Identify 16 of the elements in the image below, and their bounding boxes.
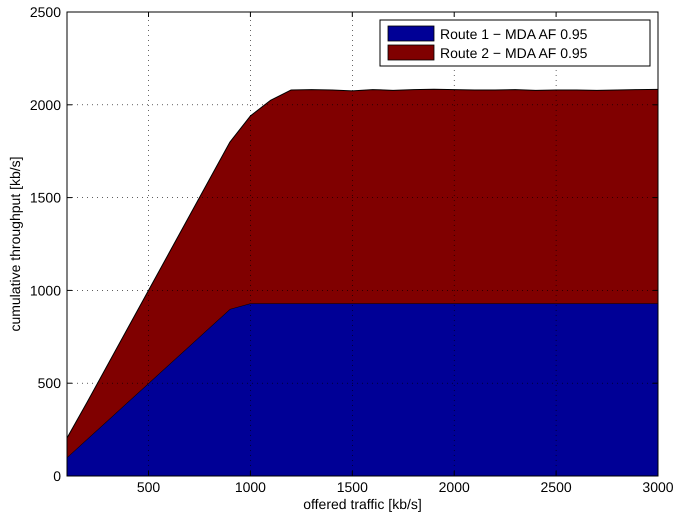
x-tick-label: 1500 <box>336 479 368 495</box>
y-tick-label: 0 <box>53 468 62 484</box>
x-tick-label: 3000 <box>642 479 674 495</box>
x-tick-label: 2500 <box>540 479 572 495</box>
y-tick-label: 500 <box>38 375 62 392</box>
x-axis-title: offered traffic [kb/s] <box>303 496 422 512</box>
legend-label: Route 1 − MDA AF 0.95 <box>440 26 588 42</box>
x-tick-label: 1000 <box>234 479 266 495</box>
x-tick-label: 2000 <box>438 479 470 495</box>
x-tick-label: 500 <box>136 479 160 495</box>
y-tick-label: 2000 <box>30 96 62 113</box>
y-axis-title: cumulative throughput [kb/s] <box>7 156 23 332</box>
y-tick-label: 2500 <box>30 4 62 20</box>
y-tick-label: 1000 <box>30 282 62 298</box>
legend-label: Route 2 − MDA AF 0.95 <box>440 45 588 61</box>
y-tick-label: 1500 <box>30 190 62 206</box>
